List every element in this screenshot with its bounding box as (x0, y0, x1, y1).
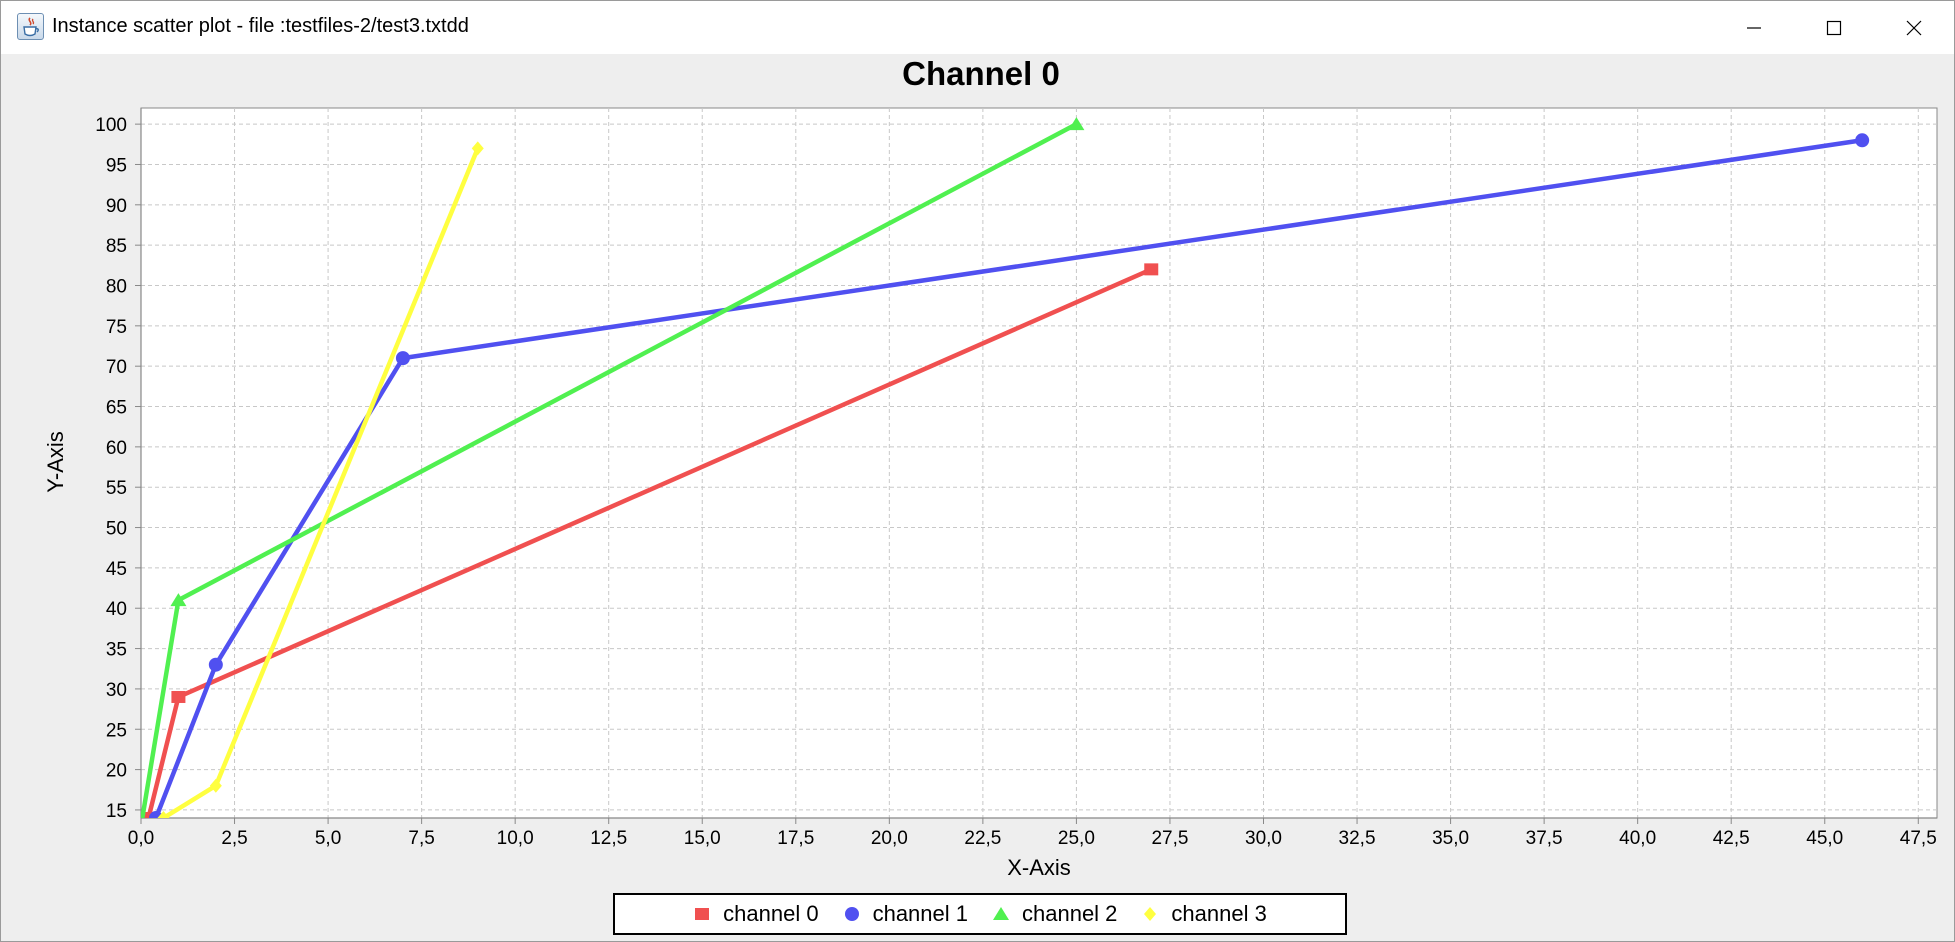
y-tick-label: 75 (106, 317, 127, 338)
legend-label: channel 0 (723, 901, 819, 926)
legend-label: channel 3 (1171, 901, 1267, 926)
data-point-channel-3 (209, 778, 222, 793)
title-bar[interactable]: Instance scatter plot - file :testfiles-… (1, 1, 1954, 54)
maximize-icon (1826, 20, 1842, 35)
y-axis-label: Y-Axis (43, 431, 68, 493)
x-tick-label: 32,5 (1339, 828, 1376, 849)
x-tick-label: 10,0 (497, 828, 534, 849)
data-point-channel-0 (171, 690, 186, 703)
legend-item-channel-2: channel 2 (992, 901, 1117, 927)
x-tick-label: 15,0 (684, 828, 721, 849)
x-tick-label: 45,0 (1806, 828, 1843, 849)
x-tick-label: 12,5 (590, 828, 627, 849)
y-tick-label: 35 (106, 640, 127, 661)
chart-title: Channel 0 (902, 55, 1060, 92)
y-tick-label: 15 (106, 801, 127, 822)
x-tick-label: 35,0 (1432, 828, 1469, 849)
y-tick-label: 100 (95, 115, 127, 136)
x-tick-label: 2,5 (221, 828, 247, 849)
series-channel-3 (157, 141, 484, 818)
legend-item-channel-1: channel 1 (843, 901, 968, 927)
data-point-channel-1 (1855, 133, 1870, 148)
data-point-channel-3 (157, 811, 170, 818)
x-tick-label: 20,0 (871, 828, 908, 849)
x-tick-label: 27,5 (1151, 828, 1188, 849)
data-point-channel-2 (1068, 117, 1085, 131)
x-tick-label: 5,0 (315, 828, 341, 849)
x-tick-label: 37,5 (1526, 828, 1563, 849)
y-tick-label: 80 (106, 277, 127, 298)
y-tick-label: 70 (106, 357, 127, 378)
legend-marker-square (695, 908, 710, 920)
y-tick-label: 65 (106, 398, 127, 419)
maximize-button[interactable] (1794, 1, 1874, 54)
x-tick-label: 40,0 (1619, 828, 1656, 849)
plot-area (140, 107, 1938, 819)
series-line-channel-1 (153, 138, 1863, 818)
legend-marker-diamond (1144, 907, 1157, 921)
y-tick-label: 20 (106, 761, 127, 782)
y-tick-label: 55 (106, 478, 127, 499)
legend-label: channel 2 (1022, 901, 1118, 926)
series-channel-1 (148, 133, 1870, 818)
y-tick-label: 50 (106, 519, 127, 540)
y-tick-label: 60 (106, 438, 127, 459)
y-tick-label: 45 (106, 559, 127, 580)
y-tick-label: 85 (106, 236, 127, 257)
data-point-channel-0 (1144, 263, 1159, 276)
data-point-channel-3 (471, 141, 484, 156)
y-tick-label: 95 (106, 155, 127, 176)
y-tick-label: 40 (106, 599, 127, 620)
data-point-channel-1 (208, 657, 223, 672)
x-tick-label: 42,5 (1713, 828, 1750, 849)
x-axis-ticks: 0,0 2,5 5,0 7,5 10,0 12,5 15,0 17,5 20,0 22,5 25,0… (128, 818, 1937, 849)
y-tick-label: 30 (106, 680, 127, 701)
series-channel-2 (141, 117, 1085, 818)
series-layer (141, 117, 1870, 818)
x-tick-label: 25,0 (1058, 828, 1095, 849)
y-axis-ticks: 15 20 25 30 35 40 45 50 55 60 65 70 75 80 85 90 95 100 (95, 115, 141, 822)
data-point-channel-2 (170, 593, 187, 607)
x-tick-label: 47,5 (1900, 828, 1937, 849)
minimize-icon (1747, 26, 1761, 29)
x-tick-label: 0,0 (128, 828, 154, 849)
legend-marker-triangle (993, 907, 1009, 920)
close-icon (1906, 20, 1922, 35)
legend-marker-circle (844, 907, 859, 921)
line-chart: Channel 0 0,0 2,5 5,0 7,5 10,0 12,5 15,0 17,5 20… (43, 55, 1938, 880)
y-tick-label: 25 (106, 720, 127, 741)
grid-lines (140, 108, 1937, 818)
chart-legend: channel 0 channel 1 channel 2 channel 3 (613, 893, 1347, 935)
legend-item-channel-3: channel 3 (1141, 901, 1267, 927)
legend-item-channel-0: channel 0 (693, 901, 819, 927)
x-tick-label: 17,5 (777, 828, 814, 849)
series-channel-0 (141, 263, 1159, 818)
minimize-button[interactable] (1714, 1, 1794, 54)
x-tick-label: 22,5 (964, 828, 1001, 849)
x-axis-label: X-Axis (1007, 855, 1071, 880)
x-tick-label: 7,5 (408, 828, 434, 849)
data-point-channel-0 (141, 812, 156, 818)
close-button[interactable] (1874, 1, 1954, 54)
data-point-channel-1 (395, 351, 410, 366)
y-tick-label: 90 (106, 196, 127, 217)
java-cup-icon (17, 13, 44, 40)
window-title: Instance scatter plot - file :testfiles-… (52, 15, 469, 37)
legend-label: channel 1 (872, 901, 968, 926)
x-tick-label: 30,0 (1245, 828, 1282, 849)
